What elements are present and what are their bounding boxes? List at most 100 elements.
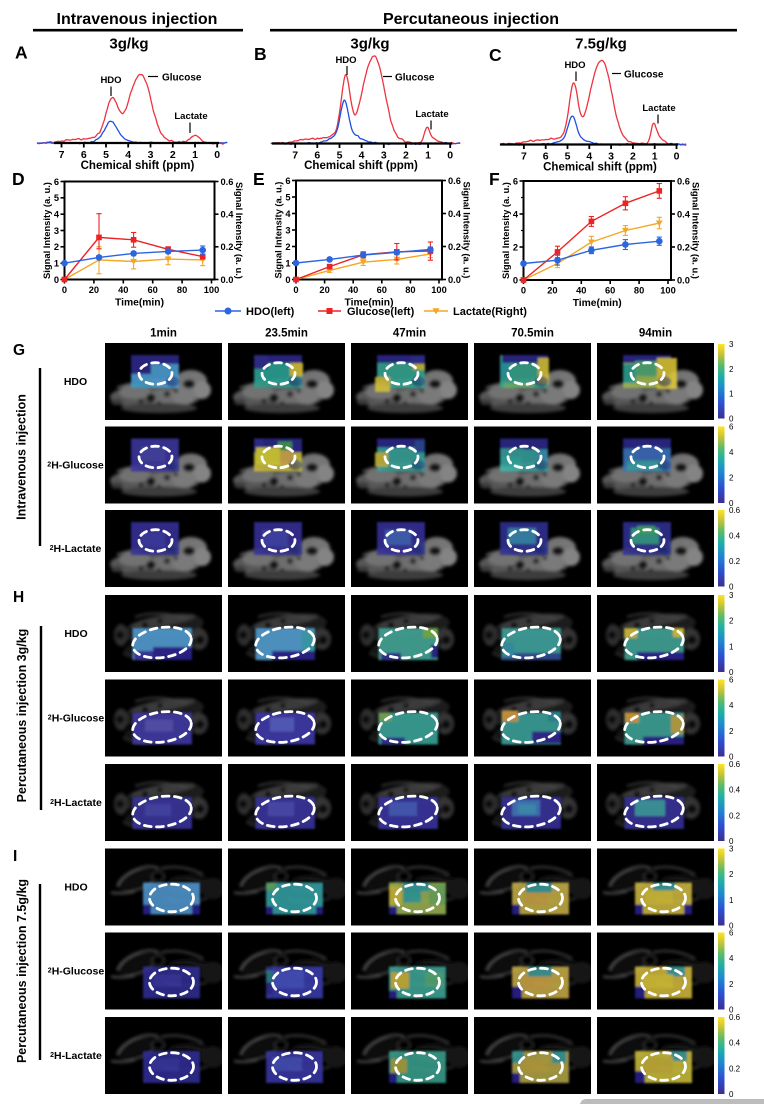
svg-text:3: 3 (729, 845, 734, 854)
svg-text:HDO: HDO (100, 75, 121, 86)
svg-text:Time(min): Time(min) (344, 298, 393, 309)
svg-text:B: B (254, 44, 267, 64)
svg-text:2H-Lactate: 2H-Lactate (50, 1050, 102, 1062)
svg-text:Signal Intensity (a. u.): Signal Intensity (a. u.) (500, 182, 511, 279)
svg-text:6: 6 (81, 149, 87, 161)
svg-text:1: 1 (729, 390, 734, 399)
svg-text:Glucose: Glucose (624, 70, 664, 81)
svg-text:Percutaneous injection: Percutaneous injection (383, 11, 559, 28)
svg-text:0.2: 0.2 (729, 557, 741, 566)
svg-text:HDO: HDO (335, 55, 356, 66)
svg-text:C: C (489, 45, 502, 65)
svg-text:2: 2 (729, 617, 734, 626)
svg-text:6: 6 (54, 177, 59, 187)
svg-text:2: 2 (729, 727, 734, 736)
svg-text:2: 2 (285, 242, 290, 252)
svg-text:7: 7 (292, 150, 298, 162)
svg-text:100: 100 (660, 286, 676, 296)
svg-text:20: 20 (319, 285, 329, 295)
svg-text:80: 80 (634, 286, 644, 296)
svg-text:0: 0 (729, 583, 734, 592)
svg-text:4: 4 (359, 150, 365, 162)
svg-text:Intravenous injection: Intravenous injection (57, 11, 218, 28)
svg-text:2: 2 (170, 149, 176, 161)
svg-text:0: 0 (513, 275, 518, 285)
svg-text:2: 2 (729, 474, 734, 483)
svg-text:0: 0 (729, 668, 734, 677)
svg-text:0.2: 0.2 (729, 811, 741, 820)
svg-text:4: 4 (513, 209, 519, 219)
svg-text:2H-Glucose: 2H-Glucose (48, 966, 105, 978)
svg-text:Percutaneous injection 3g/kg: Percutaneous injection 3g/kg (15, 629, 29, 803)
svg-text:1min: 1min (150, 328, 177, 340)
svg-text:7.5g/kg: 7.5g/kg (575, 36, 627, 53)
svg-text:Time(min): Time(min) (115, 298, 164, 309)
svg-text:0.4: 0.4 (729, 786, 741, 795)
svg-text:2: 2 (54, 242, 59, 252)
svg-text:2H-Glucose: 2H-Glucose (47, 460, 104, 472)
svg-text:6: 6 (543, 151, 549, 163)
svg-text:60: 60 (148, 285, 158, 295)
svg-text:80: 80 (177, 285, 187, 295)
svg-text:0.2: 0.2 (677, 242, 690, 252)
svg-text:4: 4 (54, 210, 60, 220)
svg-text:0: 0 (729, 1006, 734, 1015)
svg-text:3: 3 (608, 151, 614, 163)
svg-text:4: 4 (729, 701, 734, 710)
svg-text:0.6: 0.6 (677, 176, 690, 186)
svg-text:0.4: 0.4 (221, 210, 235, 220)
svg-text:D: D (12, 169, 25, 189)
svg-text:3g/kg: 3g/kg (350, 36, 389, 53)
svg-text:0: 0 (729, 837, 734, 846)
svg-text:0: 0 (729, 922, 734, 931)
svg-text:Chemical shift (ppm): Chemical shift (ppm) (543, 162, 657, 174)
svg-text:1: 1 (192, 149, 198, 161)
svg-text:40: 40 (118, 285, 128, 295)
svg-text:HDO: HDO (64, 376, 87, 388)
svg-text:100: 100 (431, 285, 447, 295)
svg-text:0: 0 (674, 151, 680, 163)
svg-text:0.4: 0.4 (729, 1039, 741, 1048)
svg-text:80: 80 (405, 285, 415, 295)
svg-text:2H-Lactate: 2H-Lactate (50, 543, 102, 555)
svg-text:HDO: HDO (64, 882, 87, 894)
svg-text:0.4: 0.4 (448, 209, 462, 219)
svg-text:0.6: 0.6 (448, 176, 461, 186)
svg-text:0: 0 (729, 499, 734, 508)
svg-text:4: 4 (125, 149, 131, 161)
svg-text:Glucose: Glucose (162, 73, 202, 84)
svg-text:0: 0 (214, 149, 220, 161)
svg-text:4: 4 (285, 209, 291, 219)
svg-text:0: 0 (293, 285, 298, 295)
svg-text:Intravenous injection: Intravenous injection (15, 394, 29, 520)
svg-text:40: 40 (576, 286, 586, 296)
svg-text:60: 60 (377, 285, 387, 295)
svg-text:0.2: 0.2 (729, 1064, 741, 1073)
svg-text:6: 6 (729, 676, 734, 685)
svg-text:4: 4 (729, 448, 734, 457)
svg-text:5: 5 (337, 150, 343, 162)
svg-text:2: 2 (513, 242, 518, 252)
svg-text:0.6: 0.6 (221, 177, 234, 187)
svg-text:Chemical shift (ppm): Chemical shift (ppm) (81, 160, 195, 172)
svg-text:H: H (13, 589, 24, 606)
svg-text:Signal Intensity (a. u.): Signal Intensity (a. u.) (462, 182, 473, 279)
svg-text:2H-Glucose: 2H-Glucose (48, 713, 105, 725)
svg-text:3: 3 (729, 591, 734, 600)
svg-text:Lactate: Lactate (642, 103, 675, 114)
svg-text:0: 0 (521, 286, 526, 296)
svg-text:7: 7 (521, 151, 527, 163)
svg-text:HDO: HDO (64, 628, 87, 640)
svg-text:7: 7 (59, 149, 65, 161)
svg-text:0.2: 0.2 (448, 242, 461, 252)
svg-text:1: 1 (729, 896, 734, 905)
svg-text:Signal Intensity (a. u.): Signal Intensity (a. u.) (691, 182, 702, 279)
svg-text:3: 3 (54, 226, 59, 236)
svg-text:Lactate(Right): Lactate(Right) (453, 306, 527, 318)
svg-text:F: F (489, 169, 500, 189)
svg-text:Glucose(left): Glucose(left) (347, 306, 415, 318)
svg-text:0.4: 0.4 (677, 209, 691, 219)
svg-text:3: 3 (285, 225, 290, 235)
svg-text:4: 4 (729, 954, 734, 963)
svg-text:60: 60 (605, 286, 615, 296)
